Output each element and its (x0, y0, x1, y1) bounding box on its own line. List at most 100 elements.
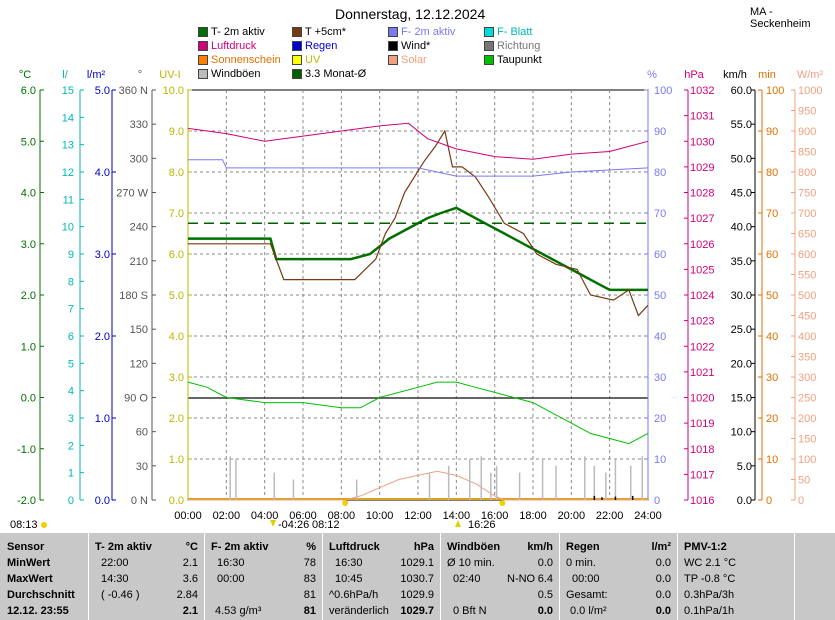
temp-min: 2.1 (182, 557, 198, 569)
chart-series (41, 122, 649, 528)
solar-axis-label: 1000 (798, 85, 822, 97)
sunrise-time: 08:13 (10, 519, 38, 531)
hum-max-time: 00:00 (217, 573, 245, 585)
sunshine-axis-label: 0 (766, 495, 772, 507)
pmv-dewpoint: TP -0.8 °C (684, 573, 736, 585)
gust-max-direction: N-NO (507, 573, 536, 585)
x-tick-label: 00:00 (174, 510, 202, 522)
pressure-axis-label: 1031 (690, 111, 714, 123)
series-luftdruck (187, 122, 649, 160)
pressure-trend-label: ^0.6hPa/h (329, 589, 379, 601)
legend-swatch (388, 27, 398, 37)
pmv-pressure-3h: 0.3hPa/3h (684, 589, 735, 601)
solar-axis-label: 350 (798, 352, 816, 364)
rain-rate-axis-label: 15 (62, 85, 74, 97)
pressure-min-time: 16:30 (335, 557, 363, 569)
gust-unit: km/h (527, 541, 553, 553)
rain-last-value: 0.0 (655, 573, 671, 585)
pressure-trend: 1029.9 (400, 589, 434, 601)
solar-axis-label: 550 (798, 270, 816, 282)
legend-swatch (484, 55, 494, 65)
rain-rate-axis-label: 11 (63, 194, 74, 206)
gust-max: 6.4 (537, 573, 553, 585)
pressure-axis-label: 1022 (690, 341, 714, 353)
current-date: 12.12. 23:55 (7, 605, 69, 617)
legend-item: Regen (292, 40, 337, 52)
gust-avg: 0.0 (537, 557, 553, 569)
direction-axis-label: 300 (130, 153, 148, 165)
uv-axis-label: 5.0 (169, 290, 184, 302)
x-tick-label: 18:00 (519, 510, 547, 522)
t-axis-label: 1.0 (21, 341, 36, 353)
solar-axis-label: 600 (798, 249, 816, 261)
hum-min: 78 (303, 557, 316, 569)
humidity-axis-label: 70 (654, 208, 666, 220)
uv-axis-label: 2.0 (169, 413, 184, 425)
pressure-min: 1029.1 (400, 557, 434, 569)
wind-axis-label: 50.0 (731, 153, 752, 165)
legend-item: Wind* (388, 40, 430, 52)
temp-column: T- 2m aktiv °C 22:00 2.1 14:30 3.6 ( -0.… (89, 533, 205, 620)
pressure-axis-label: 1026 (690, 239, 714, 251)
rain-rate-axis-label: 5 (68, 358, 74, 370)
solar-axis-label: 900 (798, 126, 816, 138)
direction-axis-label: 120 (130, 358, 148, 370)
gust-header: Windböen (447, 541, 501, 553)
legend-swatch (198, 55, 208, 65)
pressure-axis-label: 1023 (690, 316, 714, 328)
rain-rate-axis-label: 13 (62, 140, 74, 152)
direction-axis-label: 360 N (119, 85, 148, 97)
legend-swatch (292, 69, 302, 79)
pressure-axis-label: 1019 (690, 418, 714, 430)
legend-item: UV (292, 54, 320, 66)
uv-axis-label: 6.0 (169, 249, 184, 261)
axis-title-pressure: hPa (684, 69, 704, 81)
rain-axis-label: 2.0 (95, 331, 110, 343)
direction-axis-label: 210 (130, 256, 148, 268)
temp-current: 2.1 (182, 605, 198, 617)
wind-axis-label: 45.0 (731, 188, 752, 200)
legend-label: Luftdruck (211, 40, 257, 52)
humidity-axis-label: 60 (654, 249, 666, 261)
solar-axis-label: 150 (798, 434, 816, 446)
rain-axis-label: 0.0 (95, 495, 110, 507)
humidity-axis-label: 40 (654, 331, 666, 343)
moonset-time: -04:26 (278, 519, 310, 531)
t-axis-label: -2.0 (17, 495, 36, 507)
pressure-axis-label: 1029 (690, 162, 714, 174)
x-tick-label: 16:00 (481, 510, 509, 522)
rain-axis-label: 3.0 (95, 249, 110, 261)
rain-rate-axis-label: 9 (68, 249, 74, 261)
solar-axis-label: 750 (798, 188, 816, 200)
rain-axis-label: 5.0 (95, 85, 110, 97)
axis-title-rain-rate: l/ (62, 69, 68, 81)
rain-header: Regen (566, 541, 600, 553)
legend-item: T +5cm* (292, 26, 346, 38)
hum-header: F- 2m aktiv (211, 541, 269, 553)
solar-axis-label: 950 (798, 106, 816, 118)
t-axis-label: 6.0 (21, 85, 36, 97)
rain-rate-axis-label: 1 (68, 468, 74, 480)
t-axis-label: 5.0 (21, 136, 36, 148)
legend-label: Taupunkt (497, 54, 542, 66)
rain-rate-axis-label: 14 (62, 112, 74, 124)
rain-rate-axis-label: 10 (62, 222, 74, 234)
solar-axis-label: 800 (798, 167, 816, 179)
t-axis-label: -1.0 (17, 444, 36, 456)
rain-column: Regen l/m² 0 min. 0.0 00:00 0.0 Gesamt: … (560, 533, 678, 620)
legend-swatch (484, 41, 494, 51)
rain-axis-label: 1.0 (95, 413, 110, 425)
legend-item: Sonnenschein (198, 54, 281, 66)
solar-axis-label: 450 (798, 311, 816, 323)
direction-axis-label: 60 (136, 427, 148, 439)
t-axis-label: 4.0 (21, 188, 36, 200)
gust-current: 0.0 (537, 605, 553, 617)
temp-avg-note: ( -0.46 ) (101, 589, 140, 601)
legend-item: Luftdruck (198, 40, 256, 52)
axis-title-uv: UV-I (159, 69, 180, 81)
sunshine-axis-label: 40 (766, 331, 778, 343)
legend-swatch (292, 41, 302, 51)
rain-axis-label: 4.0 (95, 167, 110, 179)
legend-swatch (198, 69, 208, 79)
pressure-axis-label: 1032 (690, 85, 714, 97)
